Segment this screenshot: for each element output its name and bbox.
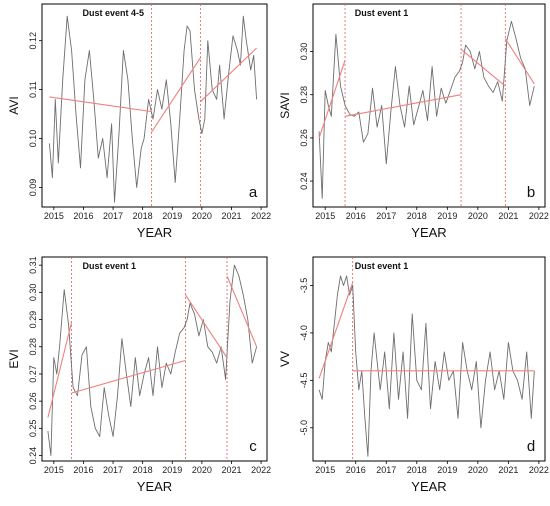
x-tick-label: 2021 bbox=[498, 465, 518, 475]
y-tick-label: 0.09 bbox=[28, 179, 38, 197]
y-tick-label: 0.11 bbox=[28, 81, 38, 98]
y-tick-label: 0.12 bbox=[28, 32, 38, 50]
x-tick-label: 2021 bbox=[221, 465, 241, 475]
event-annotation: Dust event 4-5 bbox=[83, 8, 145, 18]
x-tick-label: 2020 bbox=[192, 465, 212, 475]
y-tick-label: 0.31 bbox=[28, 256, 38, 274]
panel-letter: b bbox=[527, 184, 535, 201]
plot-area bbox=[47, 257, 258, 461]
x-tick-label: 2019 bbox=[162, 211, 182, 221]
x-tick-label: 2017 bbox=[376, 465, 396, 475]
plot-frame bbox=[41, 256, 268, 462]
x-tick-label: 2021 bbox=[498, 211, 518, 221]
chart-panel-c: 2015 2016 2017 2018 2019 2020 2021 2022 0.24 0.25… bbox=[7, 256, 271, 494]
y-axis-title: VV bbox=[278, 351, 292, 367]
event-annotation: Dust event 1 bbox=[355, 8, 409, 18]
x-tick-label: 2017 bbox=[103, 211, 123, 221]
trend-segment bbox=[47, 322, 73, 418]
y-tick-label: 0.30 bbox=[299, 43, 309, 61]
trend-segment bbox=[200, 47, 258, 103]
event-annotation: Dust event 1 bbox=[83, 261, 137, 271]
x-tick-label: 2020 bbox=[468, 211, 488, 221]
x-axis-title: YEAR bbox=[137, 225, 172, 240]
y-axis-title: AVI bbox=[7, 96, 21, 114]
x-tick-label: 2017 bbox=[103, 465, 123, 475]
x-tick-label: 2019 bbox=[437, 465, 457, 475]
y-tick-label: 0.29 bbox=[28, 311, 38, 329]
plot-area bbox=[48, 4, 258, 207]
y-tick-label: 0.24 bbox=[299, 172, 309, 190]
y-tick-label: 0.28 bbox=[299, 86, 309, 104]
plot-frame bbox=[41, 3, 268, 208]
trend-segment bbox=[185, 294, 228, 358]
panel-letter: a bbox=[249, 184, 258, 201]
x-tick-label: 2016 bbox=[73, 465, 93, 475]
trend-segment bbox=[460, 48, 506, 87]
x-tick-label: 2018 bbox=[133, 211, 153, 221]
chart-panel-b: 2015 2016 2017 2018 2019 2020 2021 2022 0.24 0.26… bbox=[278, 3, 549, 240]
trend-segment bbox=[318, 59, 346, 139]
series-line bbox=[47, 264, 258, 457]
trend-segment bbox=[151, 57, 201, 133]
series-line bbox=[318, 275, 535, 457]
y-tick-label: 0.10 bbox=[28, 130, 38, 148]
y-tick-label: 0.28 bbox=[28, 338, 38, 356]
x-axis-title: YEAR bbox=[411, 479, 446, 494]
chart-panel-d: 2015 2016 2017 2018 2019 2020 2021 2022 -5.0 -4.5… bbox=[278, 256, 549, 494]
panel-letter: c bbox=[249, 438, 257, 455]
y-tick-label: -3.5 bbox=[299, 278, 309, 294]
x-tick-label: 2015 bbox=[315, 465, 335, 475]
event-annotation: Dust event 1 bbox=[355, 261, 409, 271]
x-tick-label: 2015 bbox=[44, 465, 64, 475]
plot-area bbox=[318, 257, 535, 461]
x-tick-label: 2015 bbox=[44, 211, 64, 221]
trend-segment bbox=[344, 94, 462, 117]
y-tick-label: -5.0 bbox=[299, 420, 309, 436]
x-axis-title: YEAR bbox=[137, 479, 172, 494]
y-tick-label: 0.30 bbox=[28, 284, 38, 302]
x-tick-label: 2015 bbox=[315, 211, 335, 221]
y-tick-label: 0.26 bbox=[28, 392, 38, 410]
trend-segment bbox=[504, 38, 535, 85]
x-axis-title: YEAR bbox=[411, 225, 446, 240]
y-axis-title: EVI bbox=[7, 349, 21, 368]
y-tick-label: -4.0 bbox=[299, 325, 309, 341]
x-tick-label: 2018 bbox=[407, 465, 427, 475]
trend-segment bbox=[318, 282, 354, 379]
plot-area bbox=[318, 4, 535, 207]
x-tick-label: 2016 bbox=[73, 211, 93, 221]
y-tick-label: 0.27 bbox=[28, 365, 38, 383]
x-tick-label: 2019 bbox=[437, 211, 457, 221]
series-line bbox=[318, 20, 535, 199]
x-tick-label: 2016 bbox=[346, 465, 366, 475]
chart-panel-a: 2015 2016 2017 2018 2019 2020 2021 2022 0.09 0.10… bbox=[7, 3, 271, 240]
x-tick-label: 2020 bbox=[468, 465, 488, 475]
series-line bbox=[48, 15, 258, 203]
plot-frame bbox=[312, 3, 546, 208]
x-tick-label: 2018 bbox=[133, 465, 153, 475]
trend-segment bbox=[49, 96, 152, 113]
y-tick-label: 0.24 bbox=[28, 447, 38, 465]
x-tick-label: 2018 bbox=[407, 211, 427, 221]
y-tick-label: 0.25 bbox=[28, 420, 38, 438]
x-tick-label: 2019 bbox=[162, 465, 182, 475]
x-tick-label: 2017 bbox=[376, 211, 396, 221]
x-tick-label: 2020 bbox=[192, 211, 212, 221]
y-axis-title: SAVI bbox=[278, 92, 292, 118]
panel-letter: d bbox=[527, 438, 535, 455]
y-tick-label: -4.5 bbox=[299, 373, 309, 389]
x-tick-label: 2022 bbox=[251, 465, 271, 475]
y-tick-label: 0.26 bbox=[299, 129, 309, 147]
x-tick-label: 2021 bbox=[221, 211, 241, 221]
x-tick-label: 2016 bbox=[346, 211, 366, 221]
x-tick-label: 2022 bbox=[529, 211, 549, 221]
plot-frame bbox=[312, 256, 546, 462]
x-tick-label: 2022 bbox=[529, 465, 549, 475]
x-tick-label: 2022 bbox=[251, 211, 271, 221]
trend-segment bbox=[226, 275, 258, 347]
trend-segment bbox=[71, 359, 186, 394]
